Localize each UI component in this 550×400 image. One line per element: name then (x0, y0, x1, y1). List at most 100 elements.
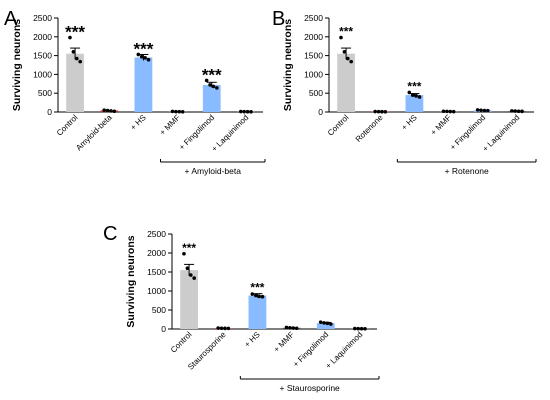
c-ytick-label: 1500 (147, 267, 166, 277)
c-data-point (353, 326, 357, 331)
b-bar-1 (337, 53, 355, 112)
c-data-point (329, 322, 333, 326)
b-data-point (339, 35, 343, 40)
a-data-point (136, 52, 141, 57)
c-ytick-label: 1000 (147, 286, 166, 296)
a-category-label-2: Amyloid-beta (74, 113, 114, 153)
a-bar-5 (202, 84, 221, 112)
b-data-point (349, 59, 353, 64)
b-data-point (482, 108, 487, 113)
c-data-point (260, 294, 265, 299)
c-data-point (185, 266, 190, 271)
c-bar-1 (180, 270, 198, 329)
c-data-point (216, 326, 220, 330)
c-data-point (223, 326, 227, 331)
a-data-point (249, 110, 253, 114)
a-y-axis-label: Surviving neurons (11, 19, 23, 111)
a-category-label-4: + MMF (158, 113, 182, 137)
b-category-label-6: + Laquinimod (481, 113, 521, 153)
c-ytick-label: 2500 (147, 229, 166, 239)
a-data-point (105, 108, 110, 113)
c-data-point (363, 326, 367, 331)
a-data-point (211, 84, 216, 89)
panel-c-letter: C (103, 223, 117, 245)
a-significance-1: *** (65, 23, 85, 42)
c-data-point (253, 293, 258, 298)
c-category-label-3: + HS (243, 330, 262, 349)
b-data-point (510, 109, 514, 113)
c-data-point (325, 321, 330, 326)
b-group-label: + Rotenone (445, 166, 489, 176)
a-data-point (74, 56, 79, 61)
b-data-point (373, 109, 377, 114)
b-ytick-label: 500 (309, 88, 323, 98)
c-bar-5 (316, 323, 335, 329)
c-data-point (182, 251, 186, 256)
a-group-label: + Amyloid-beta (185, 166, 242, 176)
c-data-point (359, 326, 364, 331)
c-data-point (250, 292, 255, 296)
a-data-point (146, 57, 151, 62)
c-category-label-4: + MMF (272, 330, 296, 354)
c-ytick-label: 0 (161, 324, 166, 334)
b-data-point (448, 109, 453, 114)
b-data-point (516, 109, 521, 114)
b-data-point (414, 94, 418, 98)
panel-a-letter: A (4, 8, 18, 30)
c-category-label-6: + Laquinimod (324, 330, 364, 370)
b-category-label-1: Control (326, 113, 351, 138)
a-bar-3 (134, 57, 153, 112)
c-group-label: + Staurosporine (280, 383, 341, 393)
b-significance-1: *** (339, 25, 353, 39)
b-data-point (486, 108, 490, 113)
b-data-point (445, 109, 449, 114)
a-ytick-label: 1500 (33, 51, 52, 61)
b-category-label-2: Rotenone (354, 113, 385, 144)
a-category-label-3: + HS (129, 113, 148, 132)
a-data-point (112, 109, 117, 114)
c-y-axis-label: Surviving neurons (125, 235, 137, 327)
a-bar-1 (66, 53, 84, 112)
c-data-point (226, 326, 231, 331)
a-ytick-label: 2000 (33, 32, 52, 42)
c-data-point (318, 320, 323, 324)
a-category-label-6: + Laquinimod (210, 113, 250, 153)
a-data-point (68, 35, 72, 40)
c-data-point (284, 325, 289, 330)
c-data-point (294, 326, 299, 331)
a-significance-5: *** (202, 65, 222, 84)
c-ytick-label: 500 (152, 305, 166, 315)
b-category-label-3: + HS (400, 113, 419, 132)
a-data-point (170, 109, 175, 114)
b-data-point (380, 109, 384, 114)
b-data-point (441, 109, 446, 114)
b-ytick-label: 1000 (304, 69, 323, 79)
a-data-point (239, 109, 243, 114)
panel-b-letter: B (272, 8, 285, 30)
b-bar-3 (405, 95, 424, 112)
c-data-point (322, 321, 326, 325)
a-data-point (78, 59, 82, 64)
b-data-point (376, 109, 381, 114)
a-data-point (245, 109, 250, 114)
a-ytick-label: 0 (47, 107, 52, 117)
a-data-point (208, 83, 212, 87)
a-data-point (109, 109, 113, 113)
b-data-point (383, 109, 388, 114)
b-data-point (407, 90, 412, 95)
c-data-point (192, 276, 196, 280)
c-significance-1: *** (182, 241, 196, 255)
a-category-label-1: Control (55, 113, 80, 138)
c-ytick-label: 2000 (147, 248, 166, 258)
a-data-point (242, 109, 247, 114)
a-data-point (71, 50, 76, 54)
c-bar-3 (248, 295, 267, 329)
b-bar-5 (473, 110, 492, 112)
c-data-point (291, 326, 296, 330)
a-significance-3: *** (133, 39, 153, 58)
c-category-label-1: Control (169, 330, 194, 355)
b-category-label-4: + MMF (429, 113, 453, 137)
a-data-point (174, 109, 178, 114)
b-significance-3: *** (407, 79, 421, 93)
